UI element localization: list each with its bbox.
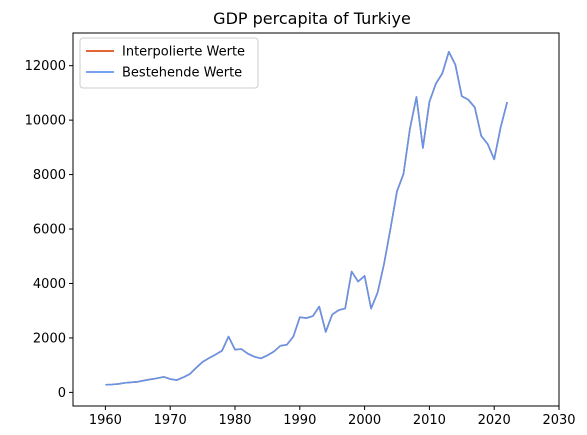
- legend-label-1: Bestehende Werte: [122, 66, 242, 81]
- plot-frame: [72, 32, 560, 407]
- chart-title: GDP percapita of Turkiye: [213, 9, 411, 28]
- y-tick-label: 6000: [33, 223, 66, 238]
- x-tick-label: 1960: [89, 413, 122, 428]
- y-tick-label: 4000: [33, 277, 66, 292]
- series-line-1: [105, 50, 508, 386]
- x-tick-label: 1980: [218, 413, 251, 428]
- legend-box: [79, 37, 259, 89]
- legend-label-0: Interpolierte Werte: [122, 45, 245, 60]
- y-tick-label: 2000: [33, 331, 66, 346]
- y-tick-label: 10000: [25, 114, 66, 129]
- legend: Interpolierte Werte Bestehende Werte: [79, 37, 259, 89]
- x-tick-label: 2020: [478, 413, 511, 428]
- x-tick-label: 2000: [348, 413, 381, 428]
- y-tick-label: 8000: [33, 168, 66, 183]
- x-tick-label: 1990: [283, 413, 316, 428]
- x-tick-label: 2010: [413, 413, 446, 428]
- x-tick-label: 1970: [154, 413, 187, 428]
- axes-layer: 1960 1970 1980 1990 2000 2010 2020 2030 0 2000 400…: [25, 32, 576, 428]
- y-tick-label: 0: [58, 386, 66, 401]
- series-layer: [105, 50, 508, 386]
- y-tick-label: 12000: [25, 59, 66, 74]
- x-tick-label: 2030: [542, 413, 575, 428]
